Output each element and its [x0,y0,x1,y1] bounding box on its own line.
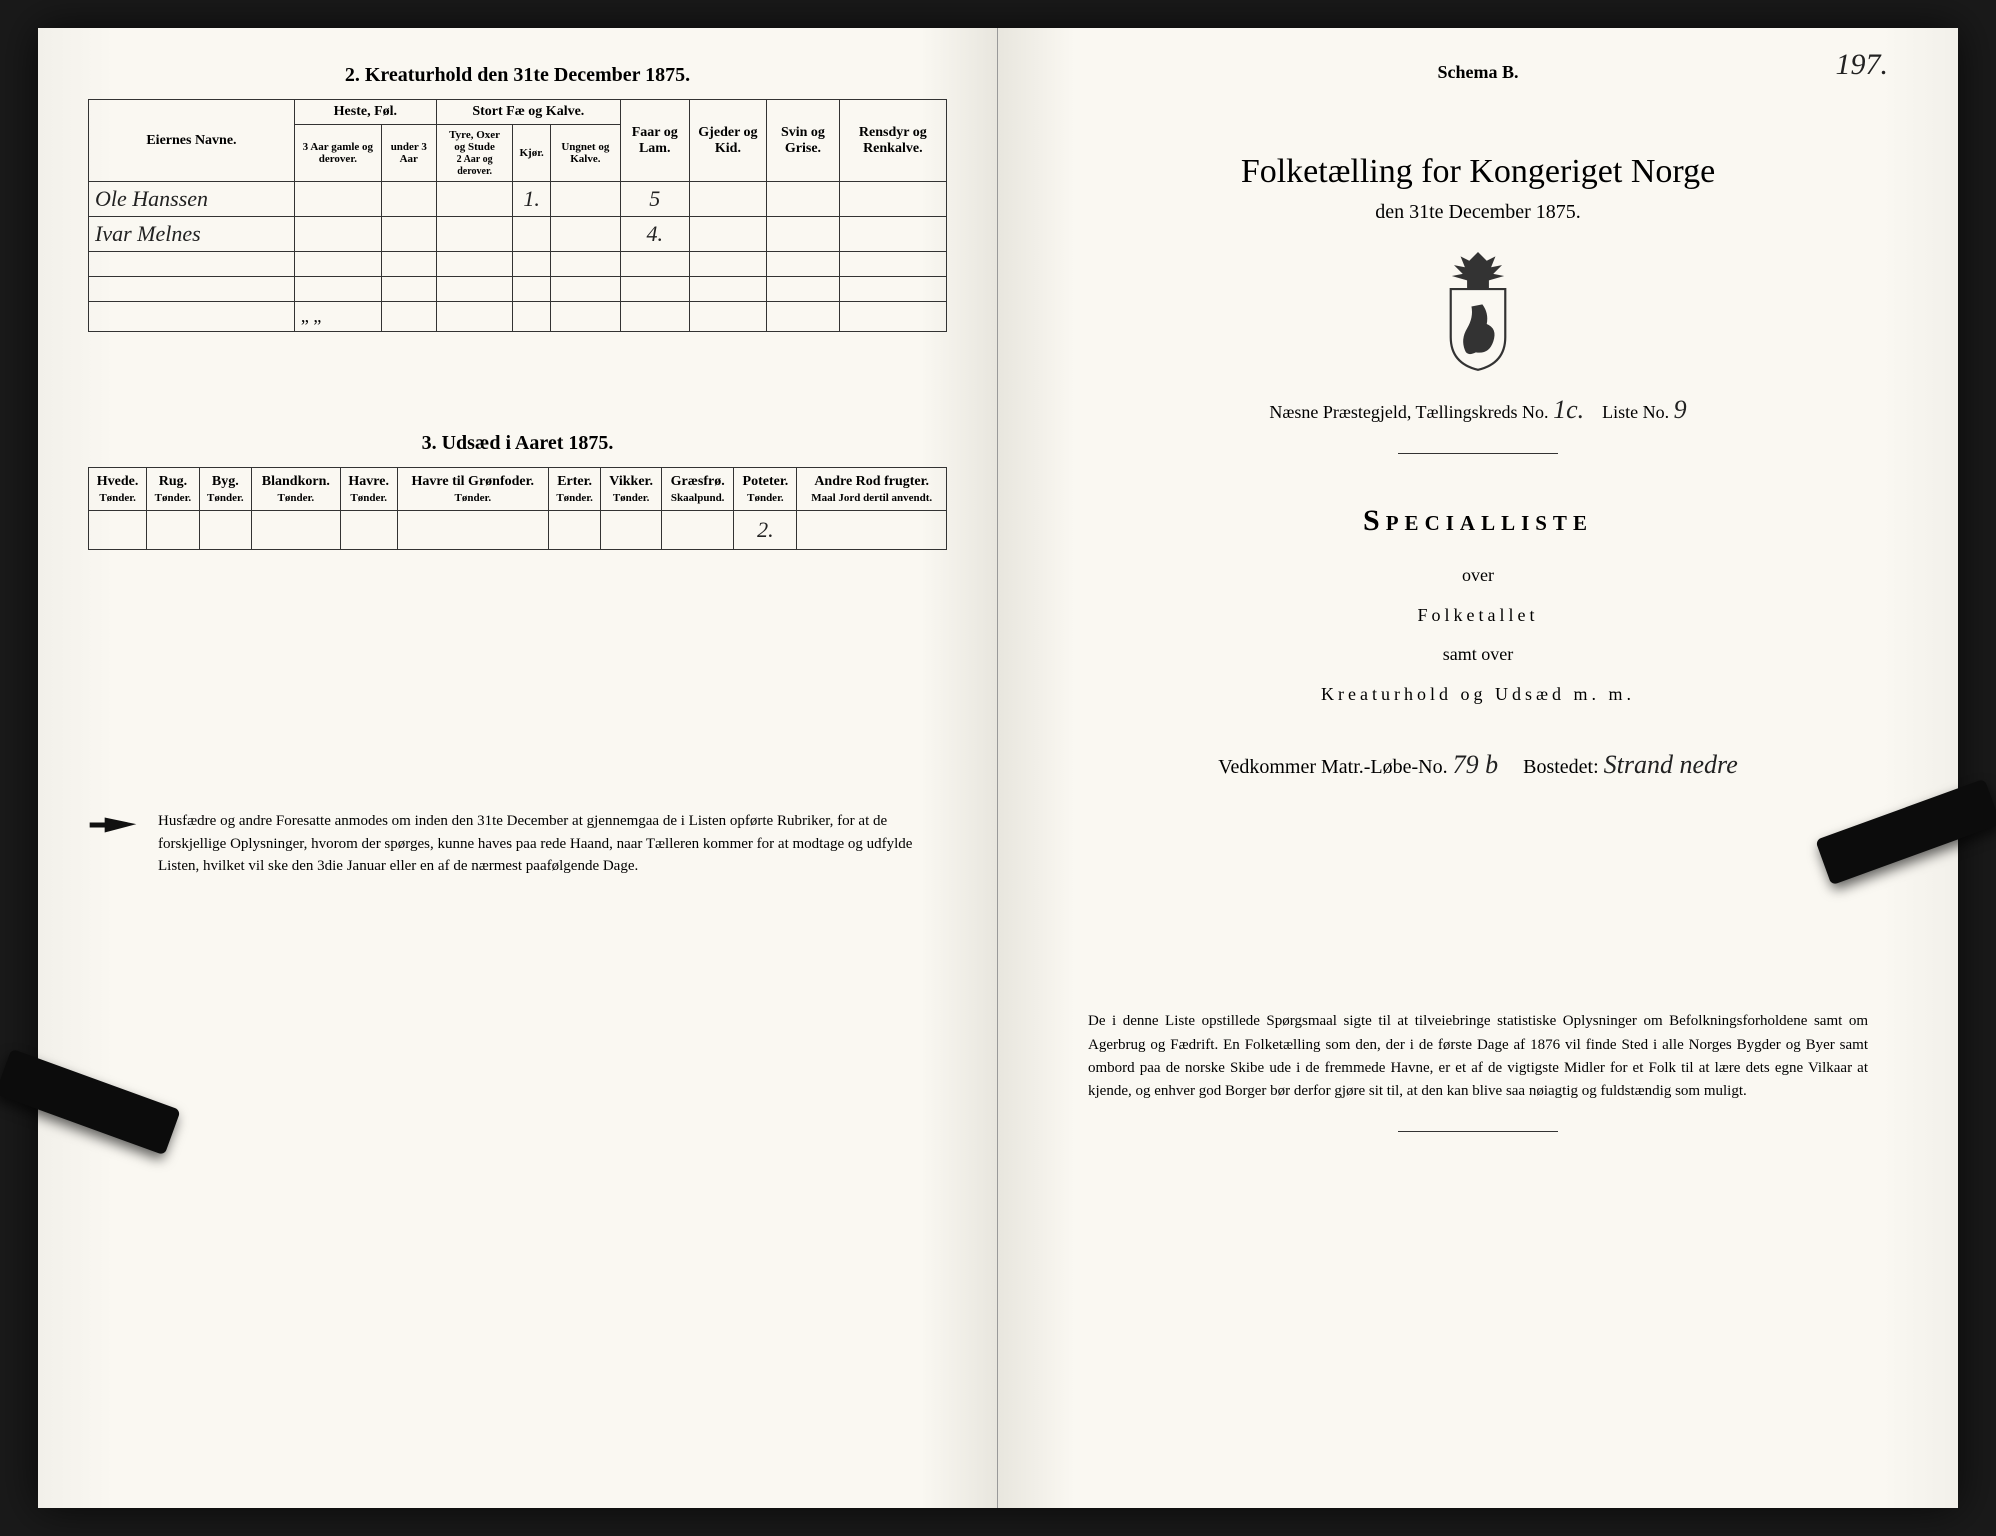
cell [550,182,620,217]
seed-cell [397,511,548,550]
cell [767,182,839,217]
census-date: den 31te December 1875. [1048,201,1908,224]
owner-cell: Ivar Melnes [89,217,295,252]
cell [689,182,767,217]
table-row: Ole Hanssen 1. 5 [89,182,947,217]
matr-line: Vedkommer Matr.-Løbe-No. 79 b Bostedet: … [1048,750,1908,780]
seed-cell [199,511,251,550]
parish-line: Næsne Præstegjeld, Tællingskreds No. 1c.… [1048,395,1908,425]
th-pigs: Svin og Grise. [767,100,839,182]
th-horses-b: under 3 Aar [381,125,436,182]
liste-label: Liste No. [1602,402,1669,422]
seed-cell [797,511,947,550]
th-big: Stort Fæ og Kalve. [436,100,620,125]
divider [1398,1131,1558,1132]
seed-th: Græsfrø.Skaalpund. [661,468,734,511]
cell [294,182,381,217]
seed-th: Vikker.Tønder. [601,468,662,511]
th-big-a2: 2 Aar og derover. [457,154,493,177]
cell: 4. [620,217,689,252]
matr-no: 79 b [1453,750,1499,779]
owner-cell: Ole Hanssen [89,182,295,217]
manicule-icon [88,812,138,838]
seed-th: Hvede.Tønder. [89,468,147,511]
page-right: Schema B. 197. Folketælling for Kongerig… [998,28,1958,1508]
seed-th: Havre til Grønfoder.Tønder. [397,468,548,511]
th-horses: Heste, Føl. [294,100,436,125]
th-horses-a: 3 Aar gamle og derover. [294,125,381,182]
table-row: „ „ [89,302,947,332]
th-owner: Eiernes Navne. [89,100,295,182]
over-line: Kreaturhold og Udsæd m. m. [1048,675,1908,715]
seed-th: Erter.Tønder. [548,468,600,511]
th-big-a1: Tyre, Oxer og Stude [449,129,500,153]
table-row [89,277,947,302]
seed-value-row: 2. [89,511,947,550]
cell [381,182,436,217]
seed-cell: 2. [734,511,797,550]
table-row [89,252,947,277]
over-line: Folketallet [1048,596,1908,636]
cell [513,217,550,252]
cell: 5 [620,182,689,217]
schema-label: Schema B. [1048,62,1908,83]
parish-label: Næsne Præstegjeld, Tællingskreds No. [1269,402,1548,422]
bosted-label: Bostedet: [1523,756,1599,778]
cell [436,182,513,217]
page-number: 197. [1836,48,1889,82]
section3-heading: 3. Udsæd i Aaret 1875. [88,432,947,455]
th-sheep: Faar og Lam. [620,100,689,182]
cell [689,217,767,252]
divider [1398,453,1558,454]
over-line: over [1048,556,1908,596]
section2-heading: 2. Kreaturhold den 31te December 1875. [88,64,947,87]
cell [839,182,946,217]
kreds-no: 1c. [1553,395,1584,424]
th-kjor: Kjør. [513,125,550,182]
seed-cell [340,511,397,550]
right-footnote: De i denne Liste opstillede Spørgsmaal s… [1048,1010,1908,1103]
cell [294,217,381,252]
specialliste-heading: Specialliste [1048,504,1908,538]
seed-table: Hvede.Tønder.Rug.Tønder.Byg.Tønder.Bland… [88,467,947,550]
seed-cell [601,511,662,550]
seed-cell [661,511,734,550]
cell [839,217,946,252]
seed-th: Blandkorn.Tønder. [252,468,341,511]
census-title: Folketælling for Kongeriget Norge [1048,153,1908,191]
cell [436,217,513,252]
cell: 1. [513,182,550,217]
left-footnote: Husfædre og andre Foresatte anmodes om i… [88,810,947,878]
matr-label: Vedkommer Matr.-Løbe-No. [1218,756,1447,778]
th-goats: Gjeder og Kid. [689,100,767,182]
seed-th: Rug.Tønder. [147,468,199,511]
seed-cell [548,511,600,550]
seed-cell [252,511,341,550]
over-line: samt over [1048,635,1908,675]
seed-th: Byg.Tønder. [199,468,251,511]
book-spread: 2. Kreaturhold den 31te December 1875. E… [38,28,1958,1508]
seed-th: Havre.Tønder. [340,468,397,511]
seed-cell [89,511,147,550]
cell [767,217,839,252]
cattle-table: Eiernes Navne. Heste, Føl. Stort Fæ og K… [88,99,947,332]
footnote-text: Husfædre og andre Foresatte anmodes om i… [158,813,912,874]
page-left: 2. Kreaturhold den 31te December 1875. E… [38,28,998,1508]
cell [381,217,436,252]
th-big-a: Tyre, Oxer og Stude 2 Aar og derover. [436,125,513,182]
coat-of-arms-icon [1048,252,1908,377]
th-reindeer: Rensdyr og Renkalve. [839,100,946,182]
subtitle-block: over Folketallet samt over Kreaturhold o… [1048,556,1908,714]
bosted-value: Strand nedre [1604,750,1738,779]
th-ung: Ungnet og Kalve. [550,125,620,182]
cell [550,217,620,252]
seed-cell [147,511,199,550]
seed-th: Poteter.Tønder. [734,468,797,511]
table-row: Ivar Melnes 4. [89,217,947,252]
liste-no: 9 [1674,395,1687,424]
seed-header-row: Hvede.Tønder.Rug.Tønder.Byg.Tønder.Bland… [89,468,947,511]
seed-th: Andre Rod frugter.Maal Jord dertil anven… [797,468,947,511]
